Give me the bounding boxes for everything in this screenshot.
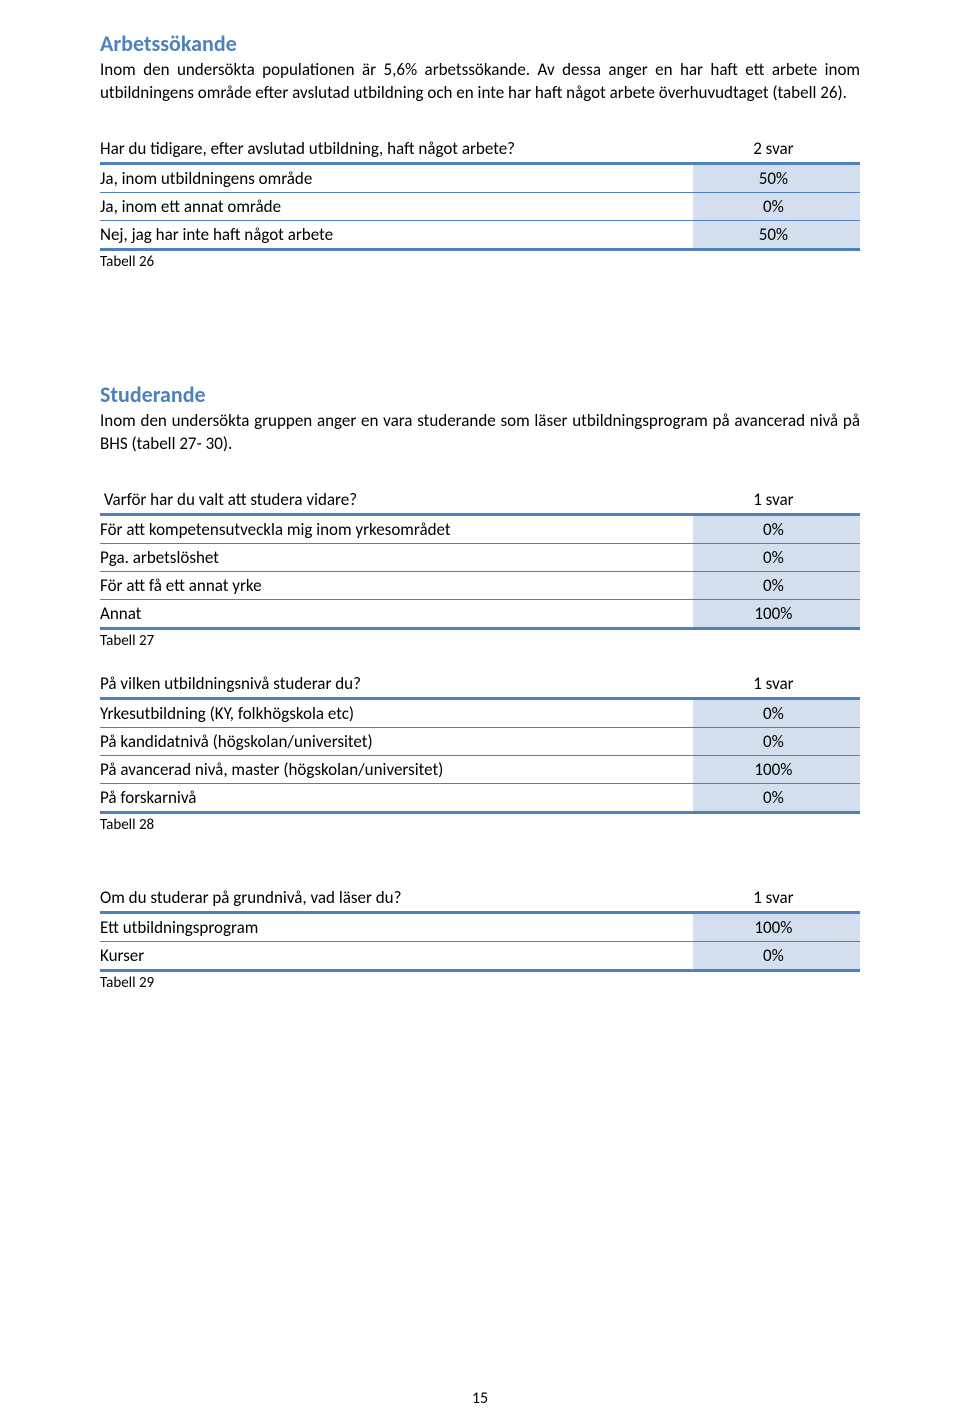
table-row-label: Nej, jag har inte haft något arbete xyxy=(100,220,693,249)
table-row-label: Ja, inom utbildningens område xyxy=(100,163,693,192)
table-row-value: 0% xyxy=(693,783,860,812)
table-row-label: Yrkesutbildning (KY, folkhögskola etc) xyxy=(100,698,693,727)
table-row-label: För att kompetensutveckla mig inom yrkes… xyxy=(100,514,693,543)
table-27: Varför har du valt att studera vidare? 1… xyxy=(100,486,860,630)
table-row-value: 100% xyxy=(693,755,860,783)
table-28-question: På vilken utbildningsnivå studerar du? xyxy=(100,670,693,699)
table-row-label: På avancerad nivå, master (högskolan/uni… xyxy=(100,755,693,783)
table-29-svar: 1 svar xyxy=(693,884,860,913)
table-row-label: För att få ett annat yrke xyxy=(100,571,693,599)
table-row-value: 50% xyxy=(693,163,860,192)
table-row-label: Ja, inom ett annat område xyxy=(100,192,693,220)
page-number: 15 xyxy=(0,1389,960,1408)
table-row-label: På kandidatnivå (högskolan/universitet) xyxy=(100,727,693,755)
table-row-value: 0% xyxy=(693,941,860,970)
table-row-label: Ett utbildningsprogram xyxy=(100,912,693,941)
table-26-svar: 2 svar xyxy=(693,135,860,164)
table-row-value: 0% xyxy=(693,571,860,599)
table-28-svar: 1 svar xyxy=(693,670,860,699)
table-row-label: Annat xyxy=(100,599,693,628)
table-row-value: 100% xyxy=(693,599,860,628)
table-27-question: Varför har du valt att studera vidare? xyxy=(100,486,693,515)
table-row-label: Pga. arbetslöshet xyxy=(100,543,693,571)
table-26: Har du tidigare, efter avslutad utbildni… xyxy=(100,135,860,251)
table-27-svar: 1 svar xyxy=(693,486,860,515)
table-28: På vilken utbildningsnivå studerar du? 1… xyxy=(100,670,860,814)
table-27-caption: Tabell 27 xyxy=(100,632,860,650)
table-row-value: 0% xyxy=(693,727,860,755)
table-row-value: 100% xyxy=(693,912,860,941)
table-26-caption: Tabell 26 xyxy=(100,253,860,271)
spacer xyxy=(100,311,860,381)
table-28-caption: Tabell 28 xyxy=(100,816,860,834)
table-row-label: På forskarnivå xyxy=(100,783,693,812)
table-row-value: 0% xyxy=(693,514,860,543)
page: Arbetssökande Inom den undersökta popula… xyxy=(0,0,960,1428)
heading-studerande: Studerande xyxy=(100,381,860,408)
table-29-caption: Tabell 29 xyxy=(100,974,860,992)
table-29-question: Om du studerar på grundnivå, vad läser d… xyxy=(100,884,693,913)
table-row-value: 0% xyxy=(693,192,860,220)
table-row-label: Kurser xyxy=(100,941,693,970)
table-26-question: Har du tidigare, efter avslutad utbildni… xyxy=(100,135,693,164)
body-studerande: Inom den undersökta gruppen anger en var… xyxy=(100,410,860,456)
body-arbetssokande: Inom den undersökta populationen är 5,6%… xyxy=(100,59,860,105)
heading-arbetssokande: Arbetssökande xyxy=(100,30,860,57)
table-row-value: 0% xyxy=(693,698,860,727)
table-row-value: 50% xyxy=(693,220,860,249)
table-29: Om du studerar på grundnivå, vad läser d… xyxy=(100,884,860,972)
table-row-value: 0% xyxy=(693,543,860,571)
